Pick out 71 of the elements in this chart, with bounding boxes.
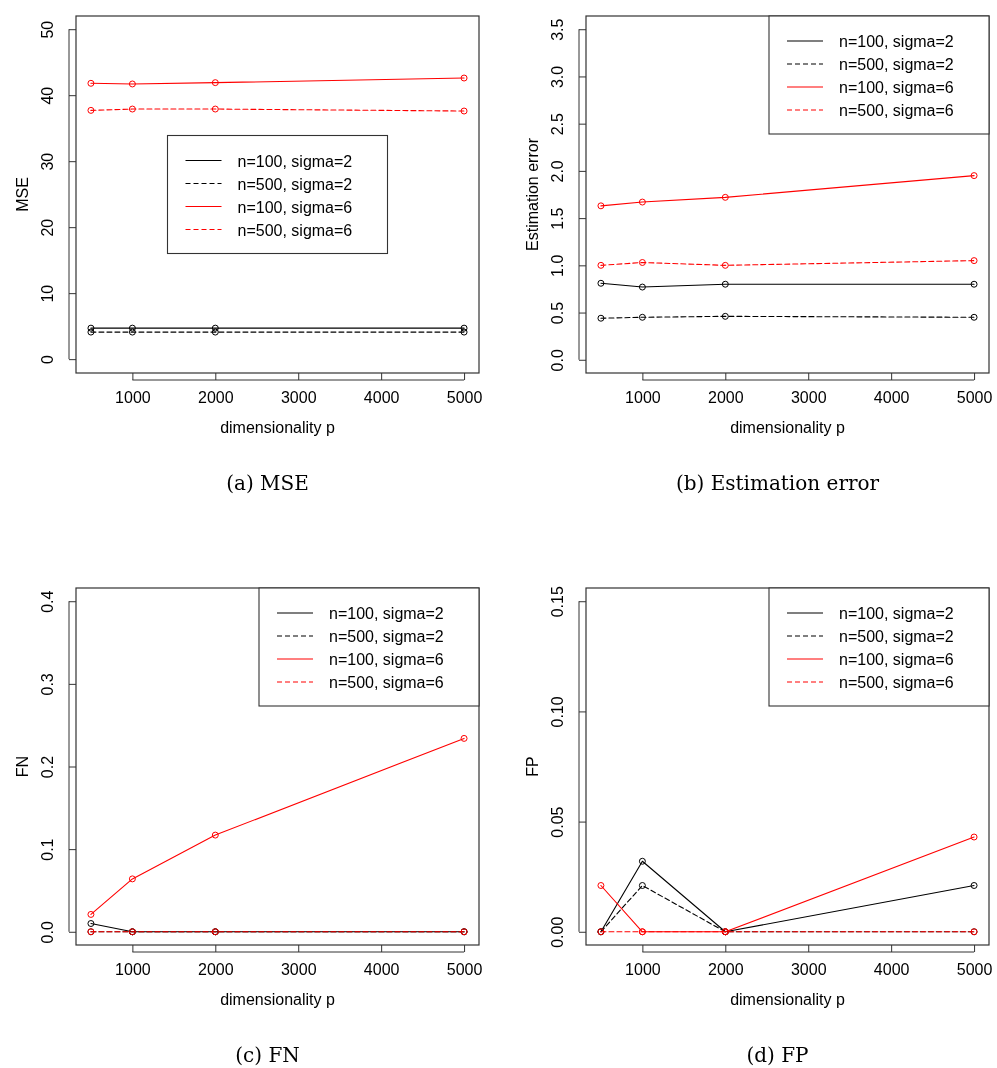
x-tick-label: 5000 bbox=[956, 961, 993, 979]
x-axis-title: dimensionality p bbox=[220, 419, 335, 436]
x-tick-label: 1000 bbox=[625, 389, 661, 407]
x-tick-label: 1000 bbox=[115, 389, 151, 407]
legend-label: n=500, sigma=2 bbox=[839, 628, 954, 645]
legend-label: n=100, sigma=6 bbox=[329, 651, 444, 668]
y-tick-label: 0.15 bbox=[549, 586, 566, 618]
y-tick-label: 0.4 bbox=[39, 590, 56, 613]
y-tick-label: 1.0 bbox=[549, 254, 566, 277]
x-tick-label: 4000 bbox=[873, 961, 910, 979]
y-tick-label: 0.2 bbox=[39, 755, 56, 779]
y-tick-label: 0.10 bbox=[549, 696, 566, 728]
x-tick-label: 2000 bbox=[198, 389, 234, 407]
y-tick-label: 0.05 bbox=[549, 806, 566, 838]
x-tick-label: 3000 bbox=[280, 389, 317, 407]
legend-label: n=100, sigma=6 bbox=[839, 651, 954, 668]
y-tick-label: 0 bbox=[39, 355, 56, 365]
y-tick-label: 20 bbox=[39, 218, 56, 237]
y-tick-label: 30 bbox=[39, 152, 56, 171]
x-axis-title: dimensionality p bbox=[730, 419, 845, 436]
x-tick-label: 1000 bbox=[115, 961, 151, 979]
y-axis-title: FN bbox=[14, 755, 31, 778]
y-tick-label: 3.0 bbox=[549, 65, 566, 89]
x-tick-label: 3000 bbox=[790, 961, 827, 979]
legend-label: n=100, sigma=2 bbox=[839, 605, 954, 622]
x-tick-label: 2000 bbox=[198, 961, 234, 979]
y-tick-label: 0.5 bbox=[549, 301, 566, 325]
legend-label: n=500, sigma=6 bbox=[839, 674, 954, 691]
y-tick-label: 10 bbox=[39, 284, 56, 303]
text: (c) FN bbox=[235, 1043, 300, 1067]
x-tick-label: 4000 bbox=[363, 389, 400, 407]
legend-label: n=500, sigma=2 bbox=[329, 628, 444, 645]
y-tick-label: 3.5 bbox=[549, 18, 566, 41]
y-tick-label: 1.5 bbox=[549, 207, 566, 230]
legend-label: n=100, sigma=6 bbox=[839, 79, 954, 96]
y-tick-label: 50 bbox=[39, 20, 56, 39]
y-tick-label: 0.1 bbox=[39, 838, 56, 861]
legend-label: n=500, sigma=6 bbox=[839, 102, 954, 119]
x-tick-label: 3000 bbox=[790, 389, 827, 407]
text: (b) Estimation error bbox=[675, 471, 880, 495]
x-axis-title: dimensionality p bbox=[730, 991, 845, 1008]
x-axis-title: dimensionality p bbox=[220, 991, 335, 1008]
x-tick-label: 3000 bbox=[280, 961, 317, 979]
y-axis-title: Estimation error bbox=[524, 137, 541, 251]
legend-label: n=500, sigma=2 bbox=[237, 175, 353, 193]
legend-label: n=100, sigma=2 bbox=[329, 605, 444, 622]
legend-label: n=500, sigma=2 bbox=[839, 56, 954, 73]
x-tick-label: 4000 bbox=[873, 389, 910, 407]
legend-label: n=100, sigma=2 bbox=[839, 33, 954, 50]
y-tick-label: 2.5 bbox=[549, 112, 566, 136]
x-tick-label: 4000 bbox=[363, 961, 400, 979]
x-tick-label: 1000 bbox=[625, 961, 661, 979]
legend-label: n=500, sigma=6 bbox=[237, 221, 353, 239]
y-tick-label: 0.00 bbox=[549, 916, 566, 948]
y-tick-label: 2.0 bbox=[549, 160, 566, 183]
x-tick-label: 2000 bbox=[708, 961, 744, 979]
y-tick-label: 0.0 bbox=[39, 921, 56, 944]
x-tick-label: 5000 bbox=[956, 389, 993, 407]
text: (a) MSE bbox=[226, 471, 309, 495]
legend-label: n=100, sigma=2 bbox=[237, 152, 353, 170]
x-tick-label: 5000 bbox=[446, 389, 483, 407]
y-tick-label: 0.0 bbox=[549, 349, 566, 372]
legend-label: n=500, sigma=6 bbox=[329, 674, 444, 691]
y-axis-title: MSE bbox=[14, 177, 31, 212]
y-axis-title: FP bbox=[524, 756, 541, 777]
legend-label: n=100, sigma=6 bbox=[237, 198, 353, 216]
x-tick-label: 5000 bbox=[446, 961, 483, 979]
y-tick-label: 0.3 bbox=[39, 673, 56, 696]
text: (d) FP bbox=[746, 1043, 809, 1067]
y-tick-label: 40 bbox=[39, 86, 56, 105]
x-tick-label: 2000 bbox=[708, 389, 744, 407]
